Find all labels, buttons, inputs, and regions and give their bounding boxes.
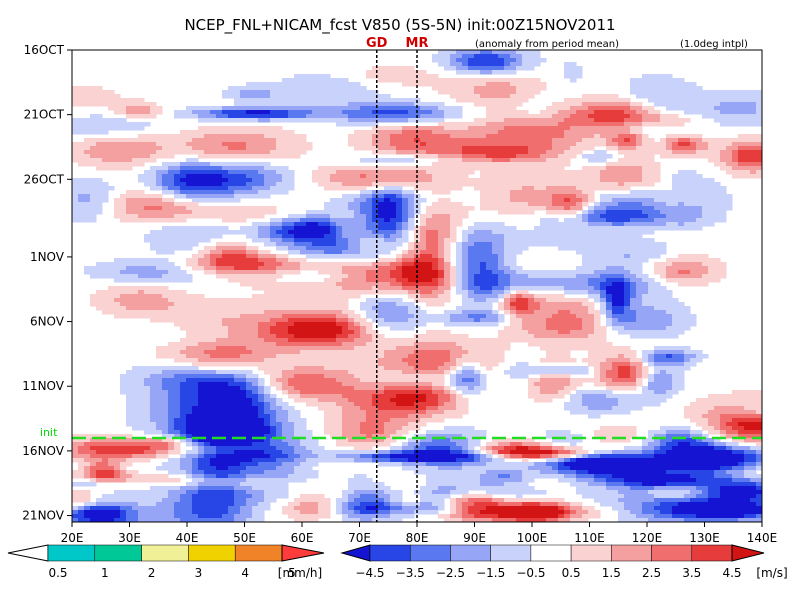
wind-colorbar-segment [369, 544, 411, 562]
precip-colorbar-label: 1 [101, 566, 109, 580]
wind-colorbar-label: 2.5 [642, 566, 661, 580]
wind-colorbar-segment [691, 544, 733, 562]
precip-colorbar-segment [47, 544, 96, 562]
x-tick-label: 130E [689, 531, 720, 545]
wind-colorbar-segment [530, 544, 572, 562]
precip-colorbar-label: 3 [195, 566, 203, 580]
wind-colorbar-label: 3.5 [682, 566, 701, 580]
x-tick-label: 30E [118, 531, 141, 545]
x-tick-label: 80E [406, 531, 429, 545]
x-tick-label: 140E [747, 531, 778, 545]
x-tick-label: 50E [233, 531, 256, 545]
wind-colorbar-label: 0.5 [562, 566, 581, 580]
wind-colorbar-segment [651, 544, 693, 562]
wind-colorbar-label: −3.5 [396, 566, 425, 580]
anomaly-note: (anomaly from period mean) [475, 39, 619, 50]
precip-colorbar-high-end [281, 544, 325, 562]
x-tick-label: 70E [348, 531, 371, 545]
y-tick-label: 11NOV [22, 379, 64, 393]
precip-colorbar-segment [188, 544, 236, 562]
wind-colorbar-segment [611, 544, 652, 562]
x-tick-label: 100E [517, 531, 548, 545]
wind-colorbar-label: −2.5 [436, 566, 465, 580]
x-tick-label: 20E [61, 531, 84, 545]
init-label: init [40, 426, 58, 439]
wind-colorbar-segment [570, 544, 612, 562]
marker-label-mr: MR [406, 36, 429, 51]
wind-colorbar-label: 4.5 [722, 566, 741, 580]
precip-colorbar-segment [141, 544, 189, 562]
anomaly-field [72, 50, 762, 522]
wind-colorbar-low-end [340, 544, 371, 562]
wind-unit: [m/s] [756, 566, 787, 580]
wind-colorbar-high-end [731, 544, 765, 562]
wind-colorbar-label: −0.5 [516, 566, 545, 580]
x-tick-label: 60E [291, 531, 314, 545]
precip-colorbar-low-end [7, 544, 49, 562]
y-tick-label: 16OCT [24, 43, 65, 57]
wind-colorbar-label: 1.5 [602, 566, 621, 580]
x-tick-label: 120E [632, 531, 663, 545]
y-tick-label: 21OCT [24, 108, 65, 122]
precip-colorbar-label: 4 [241, 566, 249, 580]
precip-colorbar-label: 0.5 [48, 566, 67, 580]
x-tick-label: 90E [463, 531, 486, 545]
precip-colorbar-segment [234, 544, 283, 562]
x-tick-label: 40E [176, 531, 199, 545]
wind-colorbar-segment [490, 544, 532, 562]
y-tick-label: 26OCT [24, 172, 65, 186]
precip-colorbar-segment [94, 544, 142, 562]
precip-unit: [mm/h] [278, 566, 322, 580]
marker-label-gd: GD [366, 36, 388, 51]
y-tick-label: 6NOV [30, 315, 65, 329]
y-tick-label: 21NOV [22, 509, 64, 523]
wind-colorbar-label: −1.5 [476, 566, 505, 580]
wind-colorbar-label: −4.5 [355, 566, 384, 580]
interpolation-note: (1.0deg intpl) [680, 39, 748, 50]
precip-colorbar-label: 2 [148, 566, 156, 580]
y-tick-label: 1NOV [30, 250, 65, 264]
y-tick-label: 16NOV [22, 444, 64, 458]
precip-colorbar-label: 5 [288, 566, 296, 580]
wind-colorbar-segment [409, 544, 451, 562]
chart-title: NCEP_FNL+NICAM_fcst V850 (5S-5N) init:00… [184, 16, 615, 35]
x-tick-label: 110E [574, 531, 605, 545]
wind-colorbar-segment [450, 544, 491, 562]
